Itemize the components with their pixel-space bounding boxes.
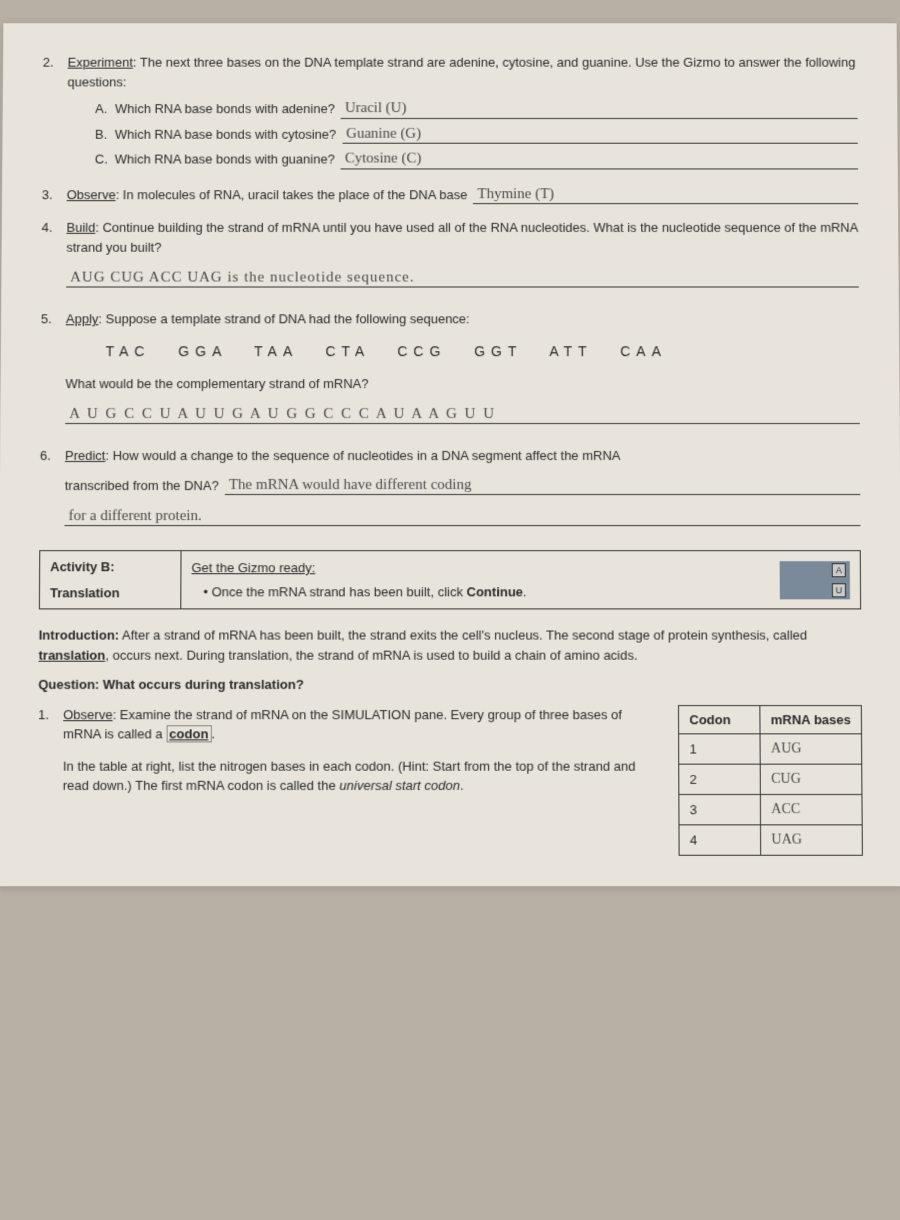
q5-label: Apply [66,311,99,326]
question-1b-row: 1. Observe: Examine the strand of mRNA o… [37,705,863,856]
codon-num: 3 [679,794,761,824]
worksheet-page: 2. Experiment: The next three bases on t… [0,23,900,886]
q3-prompt: : In molecules of RNA, uracil takes the … [116,187,468,202]
q1b-period: . [211,726,215,741]
q2-sub-b: B. Which RNA base bonds with cytosine? G… [95,124,858,143]
table-row: 2CUG [679,764,862,794]
question-heading: Question: What occurs during translation… [38,675,861,695]
activity-title1: Activity B: [50,557,170,577]
activity-title2: Translation [50,583,170,603]
q6-answer1: The mRNA would have different coding [229,474,472,497]
introduction-paragraph: Introduction: After a strand of mRNA has… [38,626,861,665]
q6-answer-line2: for a different protein. [64,503,860,526]
q1b-number: 1. [37,705,63,806]
q2c-answer: Cytosine (C) [345,148,422,170]
q5-number: 5. [40,309,66,432]
q2b-answer: Guanine (G) [346,122,421,144]
q3-label: Observe [67,187,116,202]
table-row: 1AUG [679,734,862,764]
activity-right-cell: Get the Gizmo ready: • Once the mRNA str… [181,551,860,608]
activity-box: Activity B: Translation Get the Gizmo re… [39,550,861,609]
codon-bases: UAG [761,825,863,855]
q5-dna-sequence: TAC GGA TAA CTA CCG GGT ATT CAA [106,341,860,362]
q2-number: 2. [42,53,68,175]
q2c-text: Which RNA base bonds with guanine? [115,150,335,169]
intro-heading: Introduction: [39,628,120,643]
q2c-answer-line: Cytosine (C) [341,150,858,169]
q3-number: 3. [42,185,67,204]
codon-bases: AUG [760,734,861,764]
q5-prompt: : Suppose a template strand of DNA had t… [98,311,469,326]
q1b-text1: : Examine the strand of mRNA on the SIMU… [63,707,622,742]
codon-num: 1 [679,734,761,764]
q1b-label: Observe [63,707,112,722]
q4-prompt: : Continue building the strand of mRNA u… [66,220,857,254]
question-3: 3. Observe: In molecules of RNA, uracil … [42,185,858,204]
intro-text1: After a strand of mRNA has been built, t… [119,628,807,643]
codon-table: Codon mRNA bases 1AUG 2CUG 3ACC 4UAG [678,705,863,856]
q4-answer: AUG CUG ACC UAG is the nucleotide sequen… [70,266,414,288]
table-row: 3ACC [679,794,862,824]
q4-label: Build [66,220,95,235]
q6-answer2: for a different protein. [68,505,201,528]
q2-sub-a: A. Which RNA base bonds with adenine? Ur… [95,99,858,118]
activity-bullet-bold: Continue [467,584,523,599]
codon-header-2: mRNA bases [760,705,861,734]
q5-answer-line: A U G C C U A U U G A U G G C C C A U A … [65,401,860,424]
codon-num: 2 [679,764,761,794]
q4-number: 4. [41,218,66,295]
activity-period: . [523,584,527,599]
question-4: 4. Build: Continue building the strand o… [41,218,859,295]
intro-bold: translation [38,647,105,662]
q6-prompt: : How would a change to the sequence of … [105,448,620,463]
q2c-letter: C. [95,150,115,169]
q2-label: Experiment [68,55,133,70]
q3-answer: Thymine (T) [477,183,554,205]
q2a-answer: Uracil (U) [345,97,407,119]
question-1b: 1. Observe: Examine the strand of mRNA o… [37,705,638,806]
q2b-text: Which RNA base bonds with cytosine? [115,124,336,143]
gizmo-thumbnail-icon [780,561,850,599]
question-6: 6. Predict: How would a change to the se… [39,446,860,534]
table-row: 4UAG [679,825,862,855]
codon-header-1: Codon [679,705,761,734]
codon-num: 4 [679,825,761,855]
q3-answer-line: Thymine (T) [473,185,858,204]
codon-bases: ACC [761,794,863,824]
q6-number: 6. [39,446,65,534]
q5-sub-prompt: What would be the complementary strand o… [65,374,859,393]
question-5: 5. Apply: Suppose a template strand of D… [40,309,860,432]
q2-sub-c: C. Which RNA base bonds with guanine? Cy… [95,150,858,169]
activity-bullet: Once the mRNA strand has been built, cli… [212,584,467,599]
question-2: 2. Experiment: The next three bases on t… [42,53,858,175]
q5-answer: A U G C C U A U U G A U G G C C C A U A … [69,403,496,425]
q1b-codon-word: codon [166,725,211,742]
q2a-text: Which RNA base bonds with adenine? [115,99,335,118]
activity-ready: Get the Gizmo ready: [191,558,526,578]
q2a-letter: A. [95,99,115,118]
q2a-answer-line: Uracil (U) [341,100,858,119]
q6-answer-line1: The mRNA would have different coding [225,476,861,495]
q1b-period2: . [460,778,464,793]
activity-left-cell: Activity B: Translation [40,551,182,608]
codon-bases: CUG [760,764,861,794]
q2b-letter: B. [95,124,115,143]
q6-prompt2: transcribed from the DNA? [65,476,219,496]
q1b-italic: universal start codon [339,778,460,793]
q4-answer-line: AUG CUG ACC UAG is the nucleotide sequen… [66,265,859,288]
intro-text2: , occurs next. During translation, the s… [105,647,637,662]
q6-label: Predict [65,448,106,463]
q2b-answer-line: Guanine (G) [342,125,858,144]
q2-prompt: : The next three bases on the DNA templa… [67,55,855,89]
